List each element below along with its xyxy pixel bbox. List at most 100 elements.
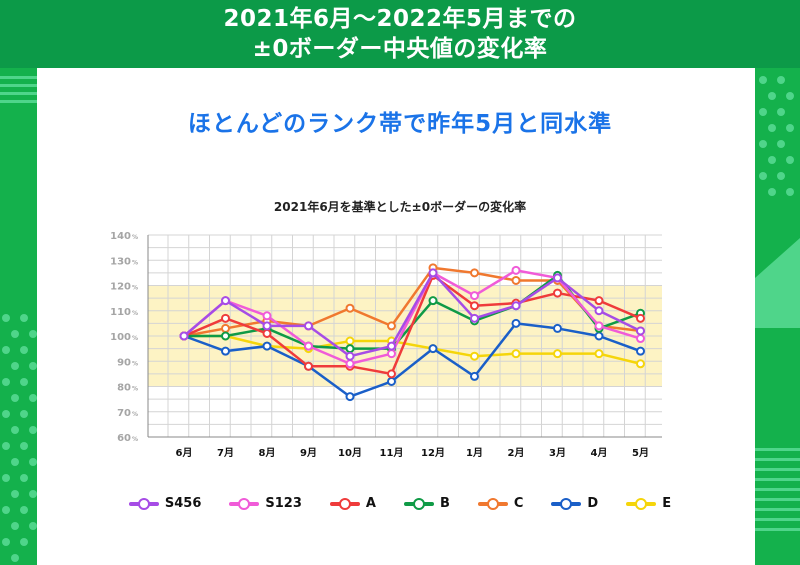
data-point-s456: [470, 313, 479, 323]
legend-swatch: [329, 497, 360, 510]
data-point-d: [387, 376, 396, 386]
series-line-s123: [183, 269, 641, 366]
data-point-s456: [304, 321, 313, 331]
data-point-e: [594, 349, 604, 359]
legend-item-c: C: [477, 496, 524, 511]
data-point-s123: [636, 334, 645, 344]
data-point-s123: [511, 265, 521, 275]
data-point-a: [221, 313, 230, 323]
data-point-s456: [594, 306, 604, 316]
y-tick-label: 120%: [110, 282, 138, 293]
y-tick-label: 130%: [110, 256, 138, 267]
data-point-c: [470, 268, 479, 278]
series-line-e: [184, 334, 641, 365]
data-point-a: [304, 361, 313, 371]
data-point-b: [345, 344, 355, 354]
legend-label: S456: [164, 496, 202, 511]
y-tick-label: 60%: [117, 433, 138, 444]
x-tick-label: 6月: [176, 447, 193, 459]
x-tick-label: 5月: [632, 447, 649, 459]
data-point-d: [428, 344, 438, 354]
data-point-a: [387, 369, 396, 379]
x-tick-label: 11月: [380, 447, 404, 459]
y-tick-label: 140%: [110, 231, 138, 242]
data-point-s456: [636, 326, 645, 336]
data-point-d: [221, 346, 230, 356]
x-tick-label: 4月: [591, 447, 608, 459]
data-point-a: [262, 328, 272, 338]
data-point-d: [511, 318, 521, 328]
data-point-b: [221, 331, 230, 341]
data-point-e: [511, 349, 521, 359]
data-point-s456: [179, 331, 189, 341]
legend-item-e: E: [626, 496, 671, 511]
y-tick-label: 90%: [117, 357, 138, 368]
data-point-d: [262, 341, 272, 351]
legend-label: A: [365, 496, 376, 511]
data-point-a: [470, 301, 479, 311]
data-point-c: [387, 321, 396, 331]
legend-swatch: [403, 497, 434, 510]
legend-swatch: [229, 497, 260, 510]
legend-swatch: [477, 497, 508, 510]
legend-swatch: [128, 497, 159, 510]
header-banner: 2021年6月～2022年5月までの ±0ボーダー中央値の変化率: [0, 0, 800, 68]
data-point-s456: [262, 321, 272, 331]
data-point-s456: [221, 296, 230, 306]
header-title-line2: ±0ボーダー中央値の変化率: [252, 36, 548, 62]
data-point-d: [553, 323, 562, 333]
x-tick-label: 12月: [421, 447, 445, 459]
series-line-s456: [183, 271, 642, 358]
data-point-s123: [594, 321, 604, 331]
data-point-e: [553, 349, 562, 359]
subtitle: ほとんどのランク帯で昨年5月と同水準: [187, 111, 613, 137]
header-title-line1: 2021年6月～2022年5月までの: [223, 6, 577, 32]
data-point-e: [636, 359, 645, 369]
data-point-b: [428, 296, 438, 306]
legend-label: B: [439, 496, 450, 511]
x-tick-label: 3月: [549, 447, 566, 459]
data-point-s456: [511, 301, 521, 311]
y-tick-label: 100%: [110, 332, 138, 343]
data-point-a: [636, 313, 645, 323]
data-point-e: [345, 336, 355, 346]
data-point-a: [594, 296, 604, 306]
y-tick-label: 110%: [110, 307, 138, 318]
legend-label: D: [587, 496, 599, 511]
legend-swatch: [626, 497, 657, 510]
legend-item-d: D: [551, 496, 598, 511]
legend-label: S123: [265, 496, 302, 511]
legend-label: C: [513, 496, 524, 511]
data-point-c: [345, 303, 355, 313]
data-point-s123: [387, 349, 396, 359]
data-point-c: [221, 323, 230, 333]
x-tick-label: 9月: [300, 447, 317, 459]
data-point-s456: [553, 273, 562, 283]
data-point-d: [345, 392, 355, 402]
data-point-s456: [428, 268, 438, 278]
series-line-d: [183, 322, 641, 398]
legend-item-s456: S456: [128, 496, 202, 511]
data-point-s123: [470, 291, 479, 301]
legend-item-a: A: [329, 496, 376, 511]
data-point-s123: [262, 311, 272, 321]
x-tick-label: 10月: [338, 447, 362, 459]
data-point-s456: [387, 341, 396, 351]
y-tick-label: 80%: [117, 383, 138, 394]
x-tick-label: 1月: [466, 447, 483, 459]
data-point-s123: [304, 341, 313, 351]
legend-item-s123: S123: [229, 496, 302, 511]
series-line-a: [183, 274, 641, 376]
chart-legend: S456 S123 A B C D E: [0, 496, 800, 511]
data-point-d: [636, 346, 645, 356]
chart-title: 2021年6月を基準とした±0ボーダーの変化率: [273, 200, 527, 214]
data-point-a: [553, 288, 562, 298]
legend-item-b: B: [403, 496, 450, 511]
data-point-d: [470, 371, 479, 381]
data-point-s456: [345, 351, 355, 361]
y-tick-label: 70%: [117, 408, 138, 419]
x-tick-label: 2月: [508, 447, 525, 459]
x-tick-label: 7月: [217, 447, 234, 459]
right-decoration: [755, 76, 800, 531]
